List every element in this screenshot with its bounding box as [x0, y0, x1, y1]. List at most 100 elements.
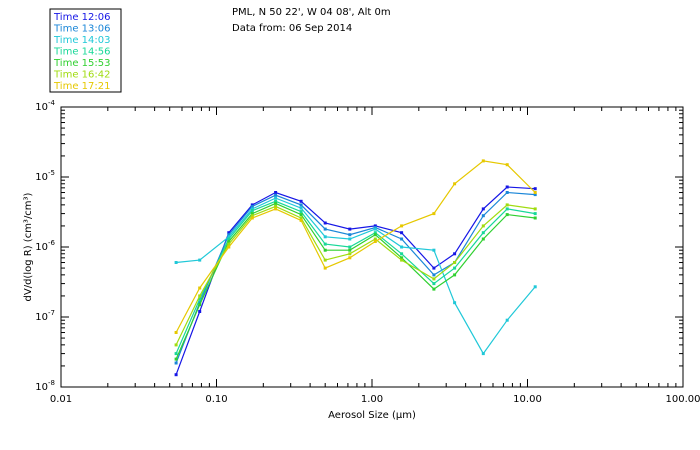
series-2-point-0 — [174, 261, 178, 264]
series-5-point-6 — [323, 258, 327, 262]
series-1-point-7 — [348, 233, 352, 237]
series-6-point-7 — [348, 256, 352, 260]
series-3-point-6 — [323, 242, 327, 246]
series-1-point-1 — [198, 301, 202, 305]
series-4-point-2 — [227, 240, 231, 243]
series-1-point-6 — [323, 227, 327, 231]
legend-entry-4: Time 15:53 — [53, 58, 110, 69]
y-tick-label-4: 10-4 — [35, 99, 55, 113]
x-tick-label-2: 1.00 — [361, 394, 383, 405]
series-0-point-5 — [299, 199, 303, 203]
y-tick-label-2: 10-6 — [35, 239, 55, 253]
series-3-point-7 — [348, 245, 352, 249]
legend-entry-0: Time 12:06 — [53, 12, 110, 23]
series-line-2 — [176, 197, 536, 355]
series-line-4 — [175, 202, 536, 360]
series-6-point-14 — [533, 191, 537, 194]
series-4-point-14 — [533, 216, 537, 220]
series-6-point-6 — [323, 266, 327, 270]
series-0-point-1 — [198, 310, 202, 313]
x-tick-label-0: 0.01 — [50, 394, 72, 405]
series-4-point-11 — [453, 273, 457, 277]
series-0-point-13 — [505, 185, 509, 189]
series-0-point-4 — [274, 191, 278, 194]
series-1-point-4 — [274, 193, 278, 197]
series-4-point-9 — [400, 256, 404, 260]
series-1-point-14 — [533, 193, 537, 197]
y-tick-label-0: 10-8 — [35, 379, 55, 393]
series-5-point-10 — [432, 277, 436, 281]
series-1-point-2 — [227, 233, 231, 237]
x-tick-label-3: 10.00 — [513, 394, 542, 405]
series-5-point-4 — [274, 204, 278, 208]
series-2-point-2 — [227, 235, 231, 239]
series-6-point-9 — [400, 224, 404, 228]
series-2-point-1 — [198, 258, 202, 262]
series-5-point-8 — [373, 237, 377, 241]
legend-box — [49, 8, 122, 93]
series-2-point-4 — [274, 196, 278, 200]
series-4-point-6 — [323, 248, 327, 252]
series-5-point-3 — [250, 214, 254, 218]
series-4-point-1 — [198, 303, 202, 307]
series-0-point-2 — [227, 231, 231, 235]
series-2-point-14 — [533, 285, 537, 289]
legend-entry-6: Time 17:21 — [53, 81, 110, 92]
series-2-point-9 — [400, 245, 404, 249]
series-2-point-11 — [453, 301, 457, 305]
series-0-point-14 — [533, 187, 537, 191]
series-4-point-8 — [373, 233, 377, 237]
series-2-point-13 — [505, 318, 509, 322]
series-3-point-9 — [400, 252, 404, 256]
series-0-point-6 — [323, 221, 327, 225]
series-4-point-13 — [505, 213, 509, 217]
series-3-point-10 — [432, 282, 436, 286]
series-0-point-10 — [432, 266, 436, 270]
x-axis: 0.01 0.10 1.00 10.00 100.00 — [50, 107, 700, 405]
series-6-point-0 — [174, 331, 178, 334]
series-6-point-3 — [250, 216, 254, 220]
legend-entry-3: Time 14:56 — [53, 47, 110, 58]
series-4-point-4 — [274, 201, 278, 205]
series-4-point-3 — [250, 212, 254, 216]
series-line-0 — [175, 186, 536, 375]
series-line-1 — [175, 191, 536, 364]
series-3-point-12 — [481, 231, 485, 235]
y-tick-label-1: 10-7 — [35, 309, 55, 323]
series-3-point-8 — [373, 231, 377, 235]
series-2-point-10 — [432, 248, 436, 252]
series-4-point-7 — [348, 248, 352, 252]
series-1-point-0 — [174, 361, 178, 365]
legend-entry-2: Time 14:03 — [53, 35, 110, 46]
series-2-point-5 — [299, 206, 303, 210]
series-5-point-14 — [533, 207, 537, 211]
series-4-point-5 — [299, 213, 303, 217]
legend-entry-1: Time 13:06 — [53, 24, 110, 35]
y-axis-label: dV/d(log R) (cm³/cm³) — [23, 192, 34, 301]
series-6-point-2 — [227, 245, 231, 249]
series-3-point-1 — [198, 297, 202, 301]
series-2-point-8 — [373, 227, 377, 231]
series-3-point-14 — [533, 212, 537, 216]
series-1-point-3 — [250, 204, 254, 208]
series-0-point-11 — [453, 252, 457, 256]
series-4-point-0 — [174, 357, 178, 361]
series-5-point-1 — [198, 294, 202, 298]
y-tick-label-3: 10-5 — [35, 169, 55, 183]
series-4-point-12 — [481, 237, 485, 241]
series-6-point-5 — [299, 218, 303, 222]
series-5-point-9 — [400, 258, 404, 262]
x-axis-label: Aerosol Size (μm) — [328, 410, 416, 421]
series-6-point-13 — [505, 163, 509, 167]
series-5-point-0 — [174, 343, 178, 347]
series-1-point-12 — [481, 214, 485, 218]
series-1-point-5 — [299, 203, 303, 207]
series-5-point-7 — [348, 252, 352, 256]
series-6-point-4 — [274, 207, 278, 211]
series-2-point-12 — [481, 352, 485, 356]
chart-title: PML, N 50 22', W 04 08', Alt 0m — [232, 7, 391, 18]
series-5-point-13 — [505, 203, 509, 207]
series-0-point-7 — [348, 227, 352, 231]
series-6-point-1 — [198, 286, 202, 290]
